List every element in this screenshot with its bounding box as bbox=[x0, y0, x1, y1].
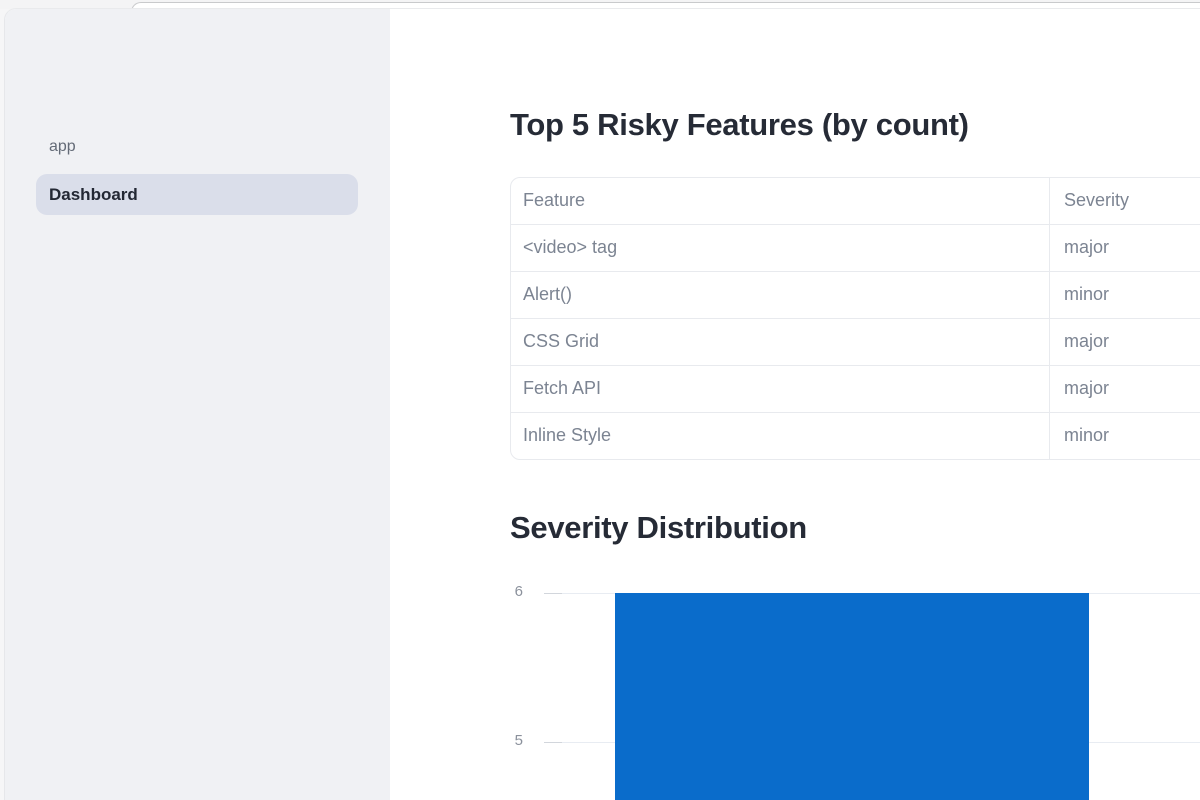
table-row: <video> tag major bbox=[511, 224, 1200, 271]
y-axis-tick-label: 6 bbox=[514, 583, 523, 600]
y-axis-tick-label: 5 bbox=[514, 732, 523, 749]
table-cell-severity: major bbox=[1049, 224, 1200, 271]
table-row: Alert() minor bbox=[511, 271, 1200, 318]
y-axis-tick bbox=[544, 593, 562, 594]
table-cell-feature: Inline Style bbox=[511, 412, 1049, 459]
sidebar-item-label: Dashboard bbox=[49, 184, 138, 204]
table-cell-severity: major bbox=[1049, 318, 1200, 365]
table-row: Fetch API major bbox=[511, 365, 1200, 412]
table-cell-severity: minor bbox=[1049, 271, 1200, 318]
sidebar-item-dashboard[interactable]: Dashboard bbox=[36, 174, 358, 215]
table-row: CSS Grid major bbox=[511, 318, 1200, 365]
table-cell-feature: <video> tag bbox=[511, 224, 1049, 271]
risk-table: Feature Severity <video> tag major Alert… bbox=[510, 177, 1200, 460]
chart-bar[interactable] bbox=[615, 593, 1089, 800]
table-cell-severity: major bbox=[1049, 365, 1200, 412]
table-cell-feature: Fetch API bbox=[511, 365, 1049, 412]
sidebar-group-label: app bbox=[49, 138, 76, 155]
y-axis-tick bbox=[544, 742, 562, 743]
column-header-severity: Severity bbox=[1049, 178, 1200, 224]
table-cell-feature: Alert() bbox=[511, 271, 1049, 318]
column-header-feature: Feature bbox=[523, 190, 586, 210]
main-panel: Top 5 Risky Features (by count) Feature … bbox=[390, 9, 1200, 800]
app-window: app Dashboard Top 5 Risky Features (by c… bbox=[4, 8, 1200, 800]
chart-title: Severity Distribution bbox=[510, 510, 807, 545]
severity-bar-chart: 6 5 bbox=[510, 548, 1200, 800]
sidebar: app Dashboard bbox=[5, 9, 390, 800]
risk-table-title: Top 5 Risky Features (by count) bbox=[510, 107, 969, 142]
table-cell-feature: CSS Grid bbox=[511, 318, 1049, 365]
table-cell-severity: minor bbox=[1049, 412, 1200, 459]
table-row: Inline Style minor bbox=[511, 412, 1200, 459]
table-header-row: Feature Severity bbox=[511, 178, 1200, 224]
